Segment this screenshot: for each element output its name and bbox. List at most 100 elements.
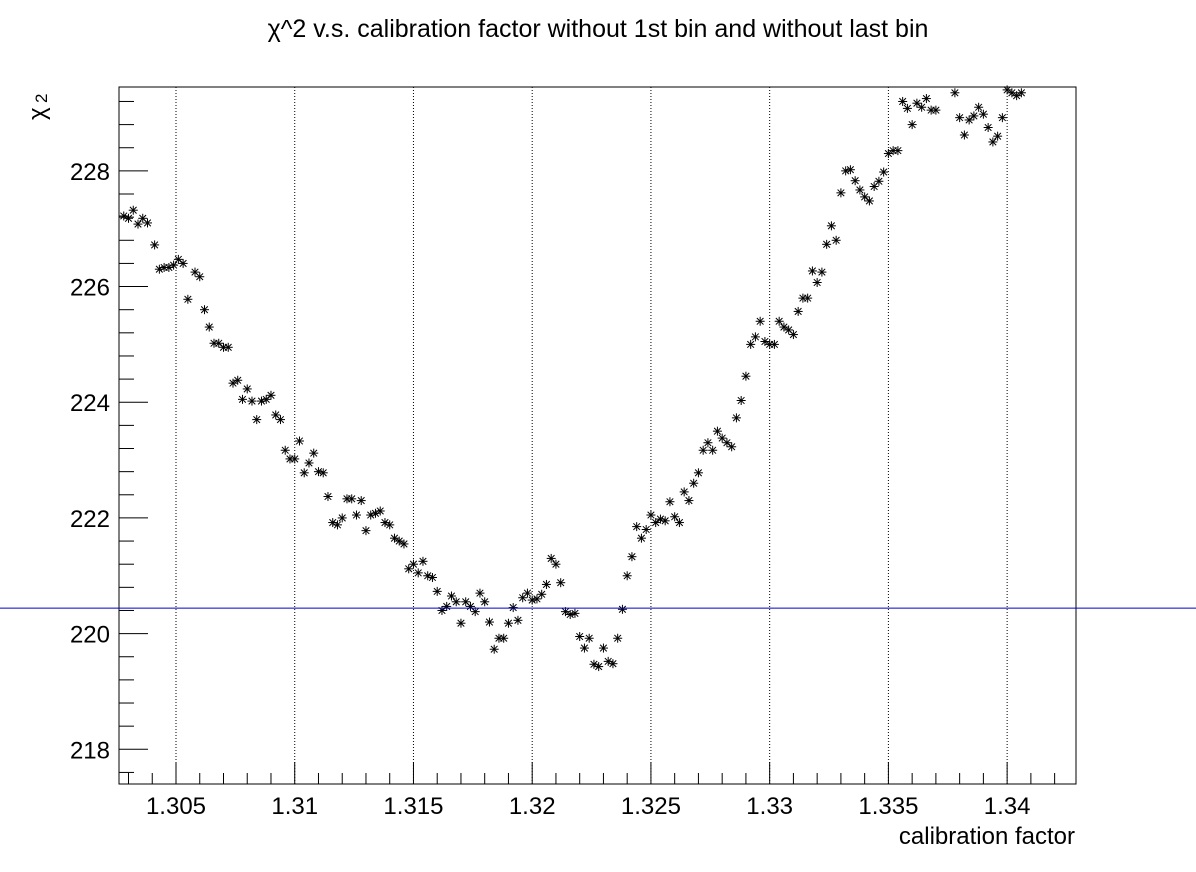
data-point <box>727 442 737 452</box>
data-point <box>247 396 257 406</box>
data-point <box>361 526 371 536</box>
data-point <box>598 643 608 653</box>
data-point <box>608 659 618 669</box>
data-point <box>133 219 143 229</box>
data-point <box>741 371 751 381</box>
y-tick-label: 226 <box>70 275 110 302</box>
data-point <box>451 597 461 607</box>
data-point <box>304 458 314 468</box>
data-point <box>883 149 893 159</box>
data-point <box>475 588 485 598</box>
data-point <box>541 579 551 589</box>
data-point <box>684 496 694 506</box>
x-tick-label: 1.325 <box>621 793 681 820</box>
data-point <box>275 415 285 425</box>
data-point <box>195 272 205 282</box>
data-point <box>959 130 969 140</box>
data-point <box>921 94 931 104</box>
data-point <box>228 378 238 388</box>
data-point <box>793 306 803 316</box>
data-point <box>150 240 160 250</box>
data-point <box>817 267 827 277</box>
data-point <box>974 102 984 112</box>
grid-lines <box>175 87 1008 784</box>
data-point <box>831 235 841 245</box>
data-point <box>280 445 290 455</box>
data-point <box>418 556 428 566</box>
data-point <box>385 520 395 530</box>
data-point <box>841 166 851 176</box>
data-point <box>266 390 276 400</box>
data-point <box>252 415 262 425</box>
data-point <box>570 608 580 618</box>
plot-frame <box>118 86 1077 785</box>
data-point <box>917 102 927 112</box>
data-point <box>769 339 779 349</box>
data-point <box>551 559 561 569</box>
data-point <box>636 533 646 543</box>
data-point <box>803 293 813 303</box>
data-point <box>665 497 675 507</box>
data-point <box>413 568 423 578</box>
data-point <box>370 508 380 518</box>
data-point <box>997 113 1007 123</box>
data-point <box>950 88 960 98</box>
data-point <box>646 510 656 520</box>
data-point <box>242 384 252 394</box>
data-point <box>142 218 152 228</box>
x-tick-label: 1.315 <box>383 793 443 820</box>
data-point <box>660 516 670 526</box>
data-point <box>332 520 342 530</box>
data-point <box>484 617 494 627</box>
y-tick-label: 218 <box>70 737 110 764</box>
data-point <box>1002 85 1012 95</box>
data-point <box>736 396 746 406</box>
x-tick-label: 1.34 <box>984 793 1031 820</box>
x-tick-label: 1.33 <box>746 793 793 820</box>
data-point <box>199 305 209 315</box>
data-point <box>670 512 680 522</box>
x-tick-label: 1.335 <box>858 793 918 820</box>
data-point <box>822 239 832 249</box>
data-point <box>746 339 756 349</box>
data-point <box>427 573 437 583</box>
data-point <box>233 375 243 385</box>
data-point <box>190 267 200 277</box>
data-point <box>907 120 917 130</box>
data-point <box>955 113 965 123</box>
data-point <box>347 494 357 504</box>
data-point <box>351 510 361 520</box>
data-point <box>546 553 556 563</box>
data-point <box>123 213 133 223</box>
data-point <box>622 571 632 581</box>
y-tick-label: 228 <box>70 159 110 186</box>
data-point <box>508 603 518 613</box>
data-point <box>537 589 547 599</box>
data-point <box>632 522 642 532</box>
data-point <box>299 468 309 478</box>
data-point <box>503 618 513 628</box>
data-point <box>845 165 855 175</box>
data-point <box>480 597 490 607</box>
y-axis-title-main: χ <box>24 107 51 120</box>
data-point <box>879 167 889 177</box>
data-point <box>323 492 333 502</box>
data-point <box>893 146 903 156</box>
data-point <box>290 454 300 464</box>
data-point <box>499 633 509 643</box>
x-tick-label: 1.305 <box>146 793 206 820</box>
data-point <box>689 478 699 488</box>
data-point <box>489 644 499 654</box>
data-point <box>703 438 713 448</box>
x-tick-label: 1.31 <box>271 793 318 820</box>
data-point <box>836 188 846 198</box>
y-tick-label: 224 <box>70 390 110 417</box>
data-point <box>337 513 347 523</box>
data-point <box>380 518 390 528</box>
data-point <box>399 539 409 549</box>
data-point <box>1016 88 1026 98</box>
minor-ticks <box>119 100 1056 784</box>
chart-title: χ^2 v.s. calibration factor without 1st … <box>268 15 929 43</box>
x-tick-label: 1.32 <box>509 793 556 820</box>
data-point <box>712 426 722 436</box>
